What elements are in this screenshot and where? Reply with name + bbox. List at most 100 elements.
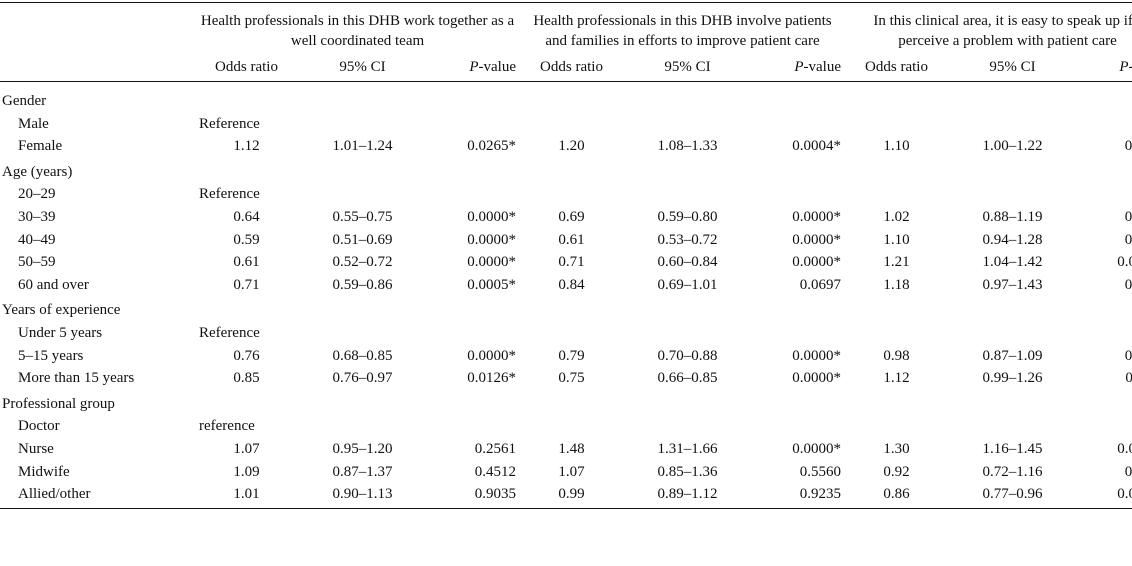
table-row: Nurse 1.07 0.95–1.20 0.2561 1.48 1.31–1.66 0.0… xyxy=(0,438,1132,461)
row-label: 20–29 xyxy=(18,186,56,203)
p-value-cell: 0.0000* xyxy=(792,254,841,271)
p-value-cell: 0.5560 xyxy=(799,463,841,480)
section-title: Professional group xyxy=(2,395,115,412)
row-label: Female xyxy=(18,138,63,155)
subheader-95-ci: 95% CI xyxy=(298,51,427,82)
row-label: 40–49 xyxy=(18,231,56,248)
odds-ratio-cell: 0.61 xyxy=(558,231,585,248)
ci-cell: 0.87–1.37 xyxy=(332,463,393,480)
odds-ratio-cell: 0.99 xyxy=(520,483,623,509)
subheader-95-ci: 95% CI xyxy=(623,51,752,82)
ci-cell: 0.69–1.01 xyxy=(657,276,718,293)
subheader-odds-ratio: Odds ratio xyxy=(195,51,298,82)
p-value-cell: 0.4512 xyxy=(474,463,516,480)
odds-ratio-cell: 1.02 xyxy=(883,208,910,225)
reference-cell: Reference xyxy=(199,324,260,341)
p-value-cell: 0.9235 xyxy=(752,483,845,509)
p-value-cell: 0.0000* xyxy=(792,440,841,457)
odds-ratio-cell: 1.48 xyxy=(558,440,585,457)
row-label: Under 5 years xyxy=(18,324,103,341)
odds-ratio-cell: 0.85 xyxy=(233,370,260,387)
p-value-cell: 0.0000* xyxy=(792,347,841,364)
ci-cell: 0.85–1.36 xyxy=(657,463,718,480)
p-value-cell: 0.0000* xyxy=(467,208,516,225)
ci-cell: 1.31–1.66 xyxy=(657,440,718,457)
subheader-p-value: P-value xyxy=(752,51,845,82)
reference-cell: reference xyxy=(199,418,255,435)
odds-ratio-cell: 0.86 xyxy=(845,483,948,509)
odds-ratio-cell: 0.92 xyxy=(883,463,910,480)
odds-ratio-cell: 0.64 xyxy=(233,208,260,225)
ci-cell: 1.16–1.45 xyxy=(982,440,1043,457)
ci-cell: 0.87–1.09 xyxy=(982,347,1043,364)
row-label: 30–39 xyxy=(18,208,56,225)
odds-ratio-cell: 0.71 xyxy=(558,254,585,271)
ci-cell: 0.55–0.75 xyxy=(332,208,393,225)
subheader-p-suffix: -value xyxy=(1129,59,1132,75)
row-label: 60 and over xyxy=(18,276,89,293)
subheader-p-value: P-value xyxy=(1077,51,1132,82)
section-header-row: Professional group xyxy=(0,390,1132,416)
row-label: Allied/other xyxy=(0,483,195,509)
odds-ratio-cell: 0.75 xyxy=(558,370,585,387)
p-value-cell: 0.0000* xyxy=(467,347,516,364)
row-label: 5–15 years xyxy=(18,347,84,364)
odds-ratio-cell: 1.20 xyxy=(558,138,585,155)
row-label: 50–59 xyxy=(18,254,56,271)
p-value-cell: 0.0126* xyxy=(467,370,516,387)
odds-ratio-cell: 1.12 xyxy=(883,370,910,387)
odds-ratio-cell: 0.79 xyxy=(558,347,585,364)
table-body: Gender Male Reference Female 1.12 1.01–1.24 0.… xyxy=(0,82,1132,509)
odds-ratio-cell: 0.98 xyxy=(883,347,910,364)
ci-cell: 0.94–1.28 xyxy=(982,231,1043,248)
odds-ratio-cell: 1.07 xyxy=(233,440,260,457)
group-header-teamwork: Health professionals in this DHB work to… xyxy=(195,2,520,51)
odds-ratio-cell: 1.30 xyxy=(883,440,910,457)
table-row: 5–15 years 0.76 0.68–0.85 0.0000* 0.79 0.70–0… xyxy=(0,345,1132,368)
p-value-cell: 0.9035 xyxy=(427,483,520,509)
odds-ratio-cell: 0.76 xyxy=(233,347,260,364)
table-row: 30–39 0.64 0.55–0.75 0.0000* 0.69 0.59–0.80 0.… xyxy=(0,206,1132,229)
p-value-cell: 0.6836 xyxy=(1124,347,1132,364)
ci-cell: 1.08–1.33 xyxy=(657,138,718,155)
ci-cell: 0.53–0.72 xyxy=(657,231,718,248)
ci-cell: 0.76–0.97 xyxy=(332,370,393,387)
subheader-95-ci: 95% CI xyxy=(948,51,1077,82)
odds-ratio-cell: 1.10 xyxy=(883,138,910,155)
ci-cell: 0.89–1.12 xyxy=(623,483,752,509)
ci-cell: 1.00–1.22 xyxy=(982,138,1043,155)
section-title: Years of experience xyxy=(2,302,121,319)
p-value-cell: 0.0538 xyxy=(1124,138,1132,155)
reference-cell: Reference xyxy=(199,115,260,132)
odds-ratio-cell: 0.61 xyxy=(233,254,260,271)
p-value-cell: 0.0170* xyxy=(1117,254,1132,271)
table-row: Under 5 years Reference xyxy=(0,322,1132,345)
odds-ratio-cell: 0.84 xyxy=(558,276,585,293)
subheader-p-value: P-value xyxy=(427,51,520,82)
p-value-cell: 0.2235 xyxy=(1124,231,1132,248)
p-value-cell: 0.2561 xyxy=(474,440,516,457)
ci-cell: 0.52–0.72 xyxy=(332,254,393,271)
odds-ratio-cell: 1.07 xyxy=(558,463,585,480)
table-row: 60 and over 0.71 0.59–0.86 0.0005* 0.84 0.69–… xyxy=(0,274,1132,297)
p-value-cell: 0.0927 xyxy=(1124,276,1132,293)
ci-cell: 0.70–0.88 xyxy=(657,347,718,364)
ci-cell: 0.90–1.13 xyxy=(298,483,427,509)
ci-cell: 0.66–0.85 xyxy=(657,370,718,387)
p-value-cell: 0.0005* xyxy=(467,276,516,293)
group-header-patient-involvement: Health professionals in this DHB involve… xyxy=(520,2,845,51)
section-header-row: Age (years) xyxy=(0,158,1132,184)
subheader-odds-ratio: Odds ratio xyxy=(845,51,948,82)
odds-ratio-cell: 0.71 xyxy=(233,276,260,293)
table-row: Doctor reference xyxy=(0,415,1132,438)
section-title: Age (years) xyxy=(2,163,73,180)
ci-cell: 0.97–1.43 xyxy=(982,276,1043,293)
p-value-cell: 0.0000* xyxy=(792,208,841,225)
p-value-cell: 0.0697 xyxy=(799,276,841,293)
p-value-cell: 0.0265* xyxy=(467,138,516,155)
subheader-blank-cell xyxy=(0,51,195,82)
section-title: Gender xyxy=(2,93,47,109)
table-header: Health professionals in this DHB work to… xyxy=(0,2,1132,82)
ci-cell: 0.68–0.85 xyxy=(332,347,393,364)
table-row: 40–49 0.59 0.51–0.69 0.0000* 0.61 0.53–0.72 0.… xyxy=(0,229,1132,252)
